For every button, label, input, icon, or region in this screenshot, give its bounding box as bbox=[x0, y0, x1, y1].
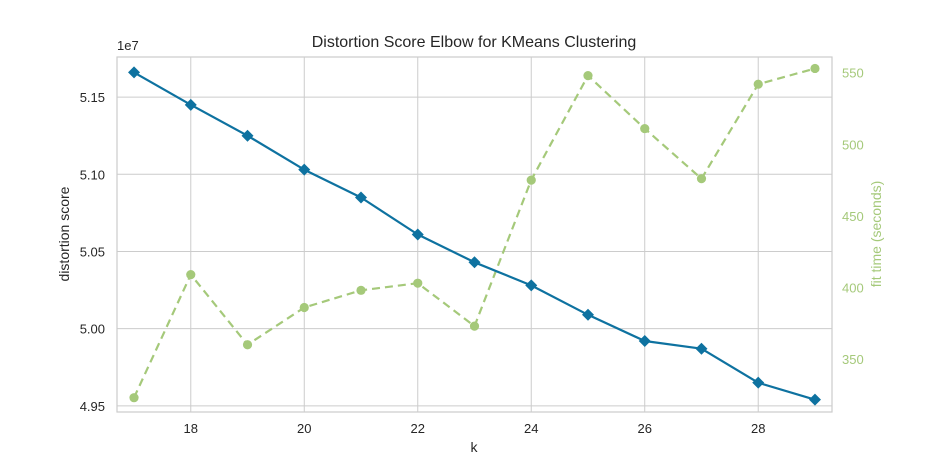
y2-tick-label: 400 bbox=[842, 280, 864, 295]
data-point bbox=[355, 191, 368, 204]
y2-tick-label: 350 bbox=[842, 352, 864, 367]
data-point bbox=[581, 308, 594, 321]
data-point bbox=[298, 163, 311, 176]
y-tick-label: 5.05 bbox=[80, 244, 105, 259]
y-offset-label: 1e7 bbox=[117, 38, 139, 53]
y2-tick-label: 550 bbox=[842, 66, 864, 81]
x-axis-label: k bbox=[471, 439, 479, 455]
data-point bbox=[469, 321, 480, 331]
data-point bbox=[526, 175, 536, 185]
x-tick-label: 18 bbox=[184, 421, 198, 436]
data-point bbox=[468, 256, 481, 269]
data-point bbox=[129, 393, 139, 403]
data-point bbox=[696, 174, 707, 184]
data-point bbox=[640, 123, 650, 134]
y2-tick-label: 450 bbox=[842, 209, 864, 224]
y-tick-label: 5.10 bbox=[80, 167, 105, 182]
series-line bbox=[133, 71, 816, 401]
data-point bbox=[128, 66, 141, 79]
series-fit-time bbox=[129, 63, 820, 403]
y-tick-label: 4.95 bbox=[80, 399, 105, 414]
data-point bbox=[186, 269, 196, 280]
x-ticks: 18 20 22 24 26 28 bbox=[184, 421, 766, 436]
data-point bbox=[752, 376, 765, 389]
x-tick-label: 20 bbox=[297, 421, 311, 436]
y2-tick-label: 500 bbox=[842, 137, 864, 152]
data-point bbox=[583, 71, 593, 81]
data-point bbox=[525, 279, 538, 292]
data-point bbox=[808, 393, 821, 406]
data-point bbox=[242, 340, 253, 350]
data-point bbox=[695, 342, 708, 355]
y2-ticks: 350 400 450 500 550 bbox=[842, 66, 864, 367]
x-tick-label: 24 bbox=[524, 421, 538, 436]
plot-frame bbox=[116, 56, 833, 413]
data-point bbox=[356, 285, 366, 295]
x-tick-label: 22 bbox=[411, 421, 425, 436]
data-point bbox=[184, 98, 197, 111]
data-point bbox=[810, 63, 820, 74]
y-axis-label: distortion score bbox=[56, 186, 72, 281]
series-line bbox=[133, 67, 816, 399]
y2-axis-label: fit time (seconds) bbox=[868, 181, 884, 288]
data-point bbox=[299, 302, 309, 313]
data-point bbox=[638, 335, 651, 347]
data-point bbox=[241, 129, 254, 142]
data-point bbox=[413, 278, 423, 288]
x-tick-label: 28 bbox=[751, 421, 765, 436]
data-point bbox=[411, 228, 424, 241]
data-point bbox=[753, 79, 763, 89]
grid bbox=[117, 57, 832, 412]
y-tick-label: 5.15 bbox=[80, 90, 105, 105]
y-tick-label: 5.00 bbox=[80, 322, 105, 337]
chart-title: Distortion Score Elbow for KMeans Cluste… bbox=[312, 34, 637, 51]
y-ticks: 4.95 5.00 5.05 5.10 5.15 bbox=[80, 90, 105, 414]
x-tick-label: 26 bbox=[638, 421, 652, 436]
series-distortion bbox=[128, 66, 821, 406]
